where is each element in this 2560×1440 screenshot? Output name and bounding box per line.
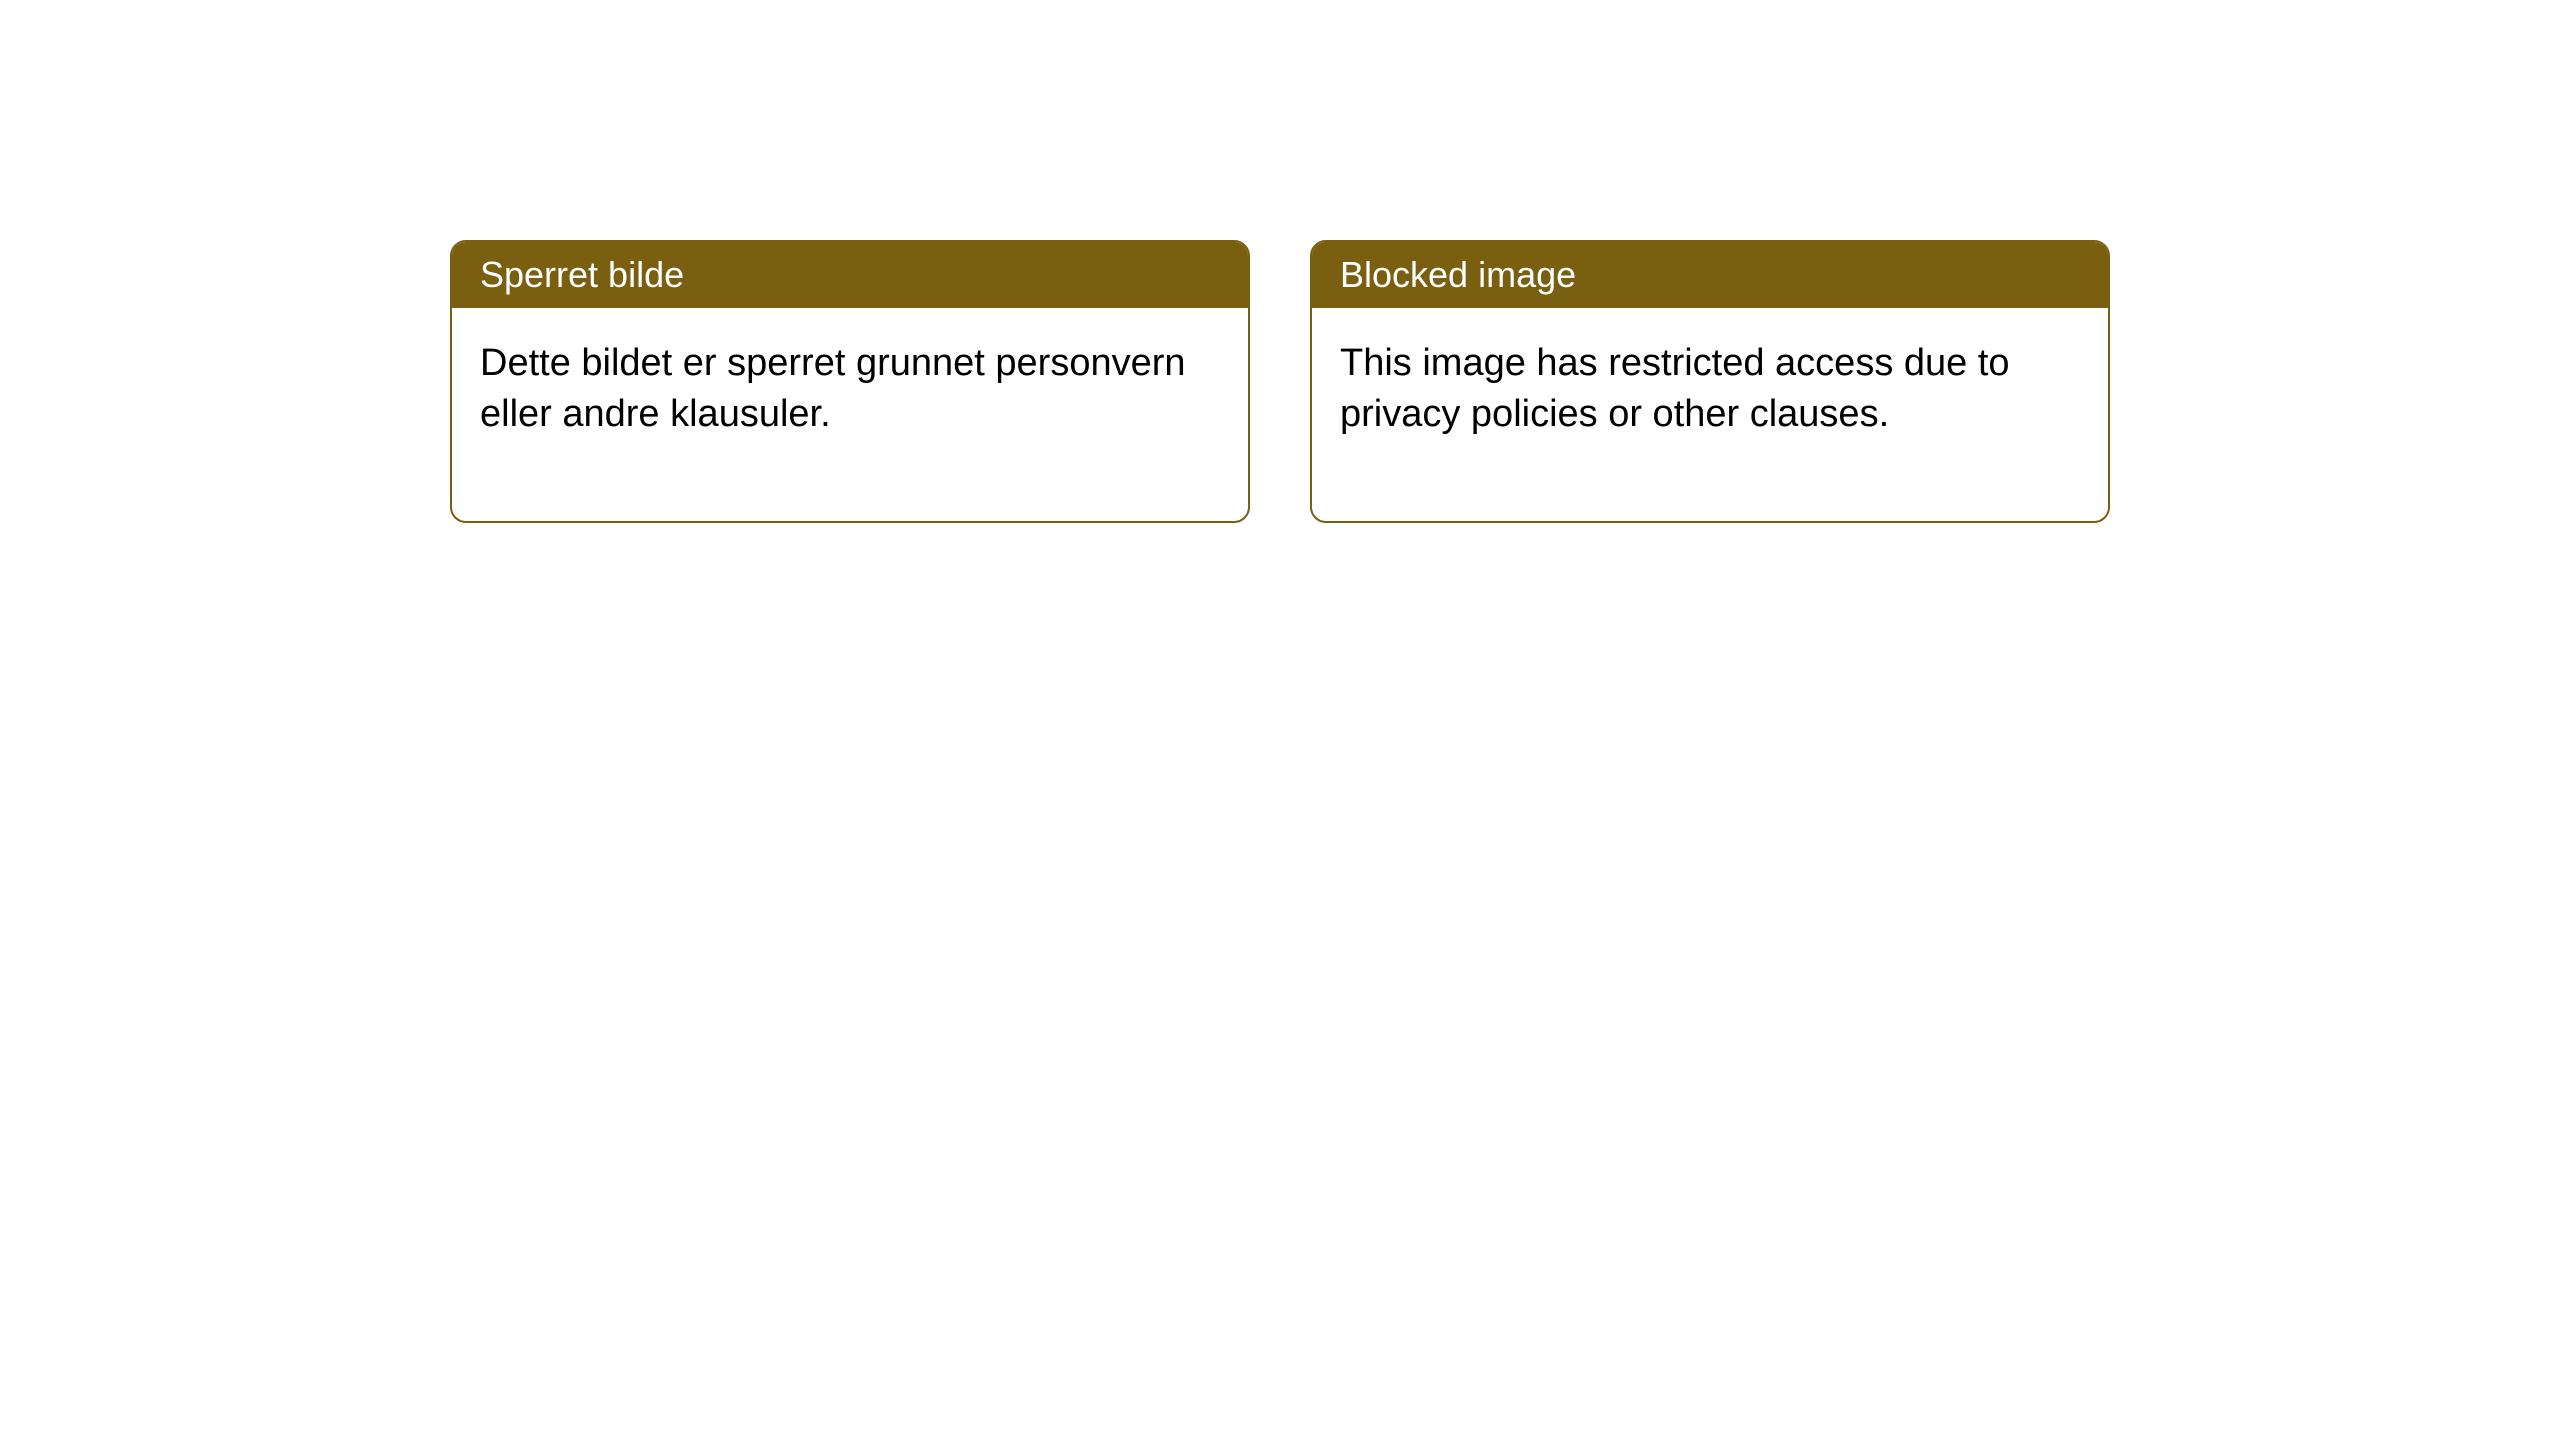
card-body: Dette bildet er sperret grunnet personve… [452, 308, 1248, 521]
card-title: Sperret bilde [480, 254, 684, 295]
notice-card-english: Blocked image This image has restricted … [1310, 240, 2110, 523]
card-header: Blocked image [1312, 242, 2108, 308]
card-body-text: This image has restricted access due to … [1340, 342, 2010, 435]
notice-card-norwegian: Sperret bilde Dette bildet er sperret gr… [450, 240, 1250, 523]
card-title: Blocked image [1340, 254, 1576, 295]
notice-container: Sperret bilde Dette bildet er sperret gr… [450, 240, 2110, 523]
card-body: This image has restricted access due to … [1312, 308, 2108, 521]
card-body-text: Dette bildet er sperret grunnet personve… [480, 342, 1186, 435]
card-header: Sperret bilde [452, 242, 1248, 308]
